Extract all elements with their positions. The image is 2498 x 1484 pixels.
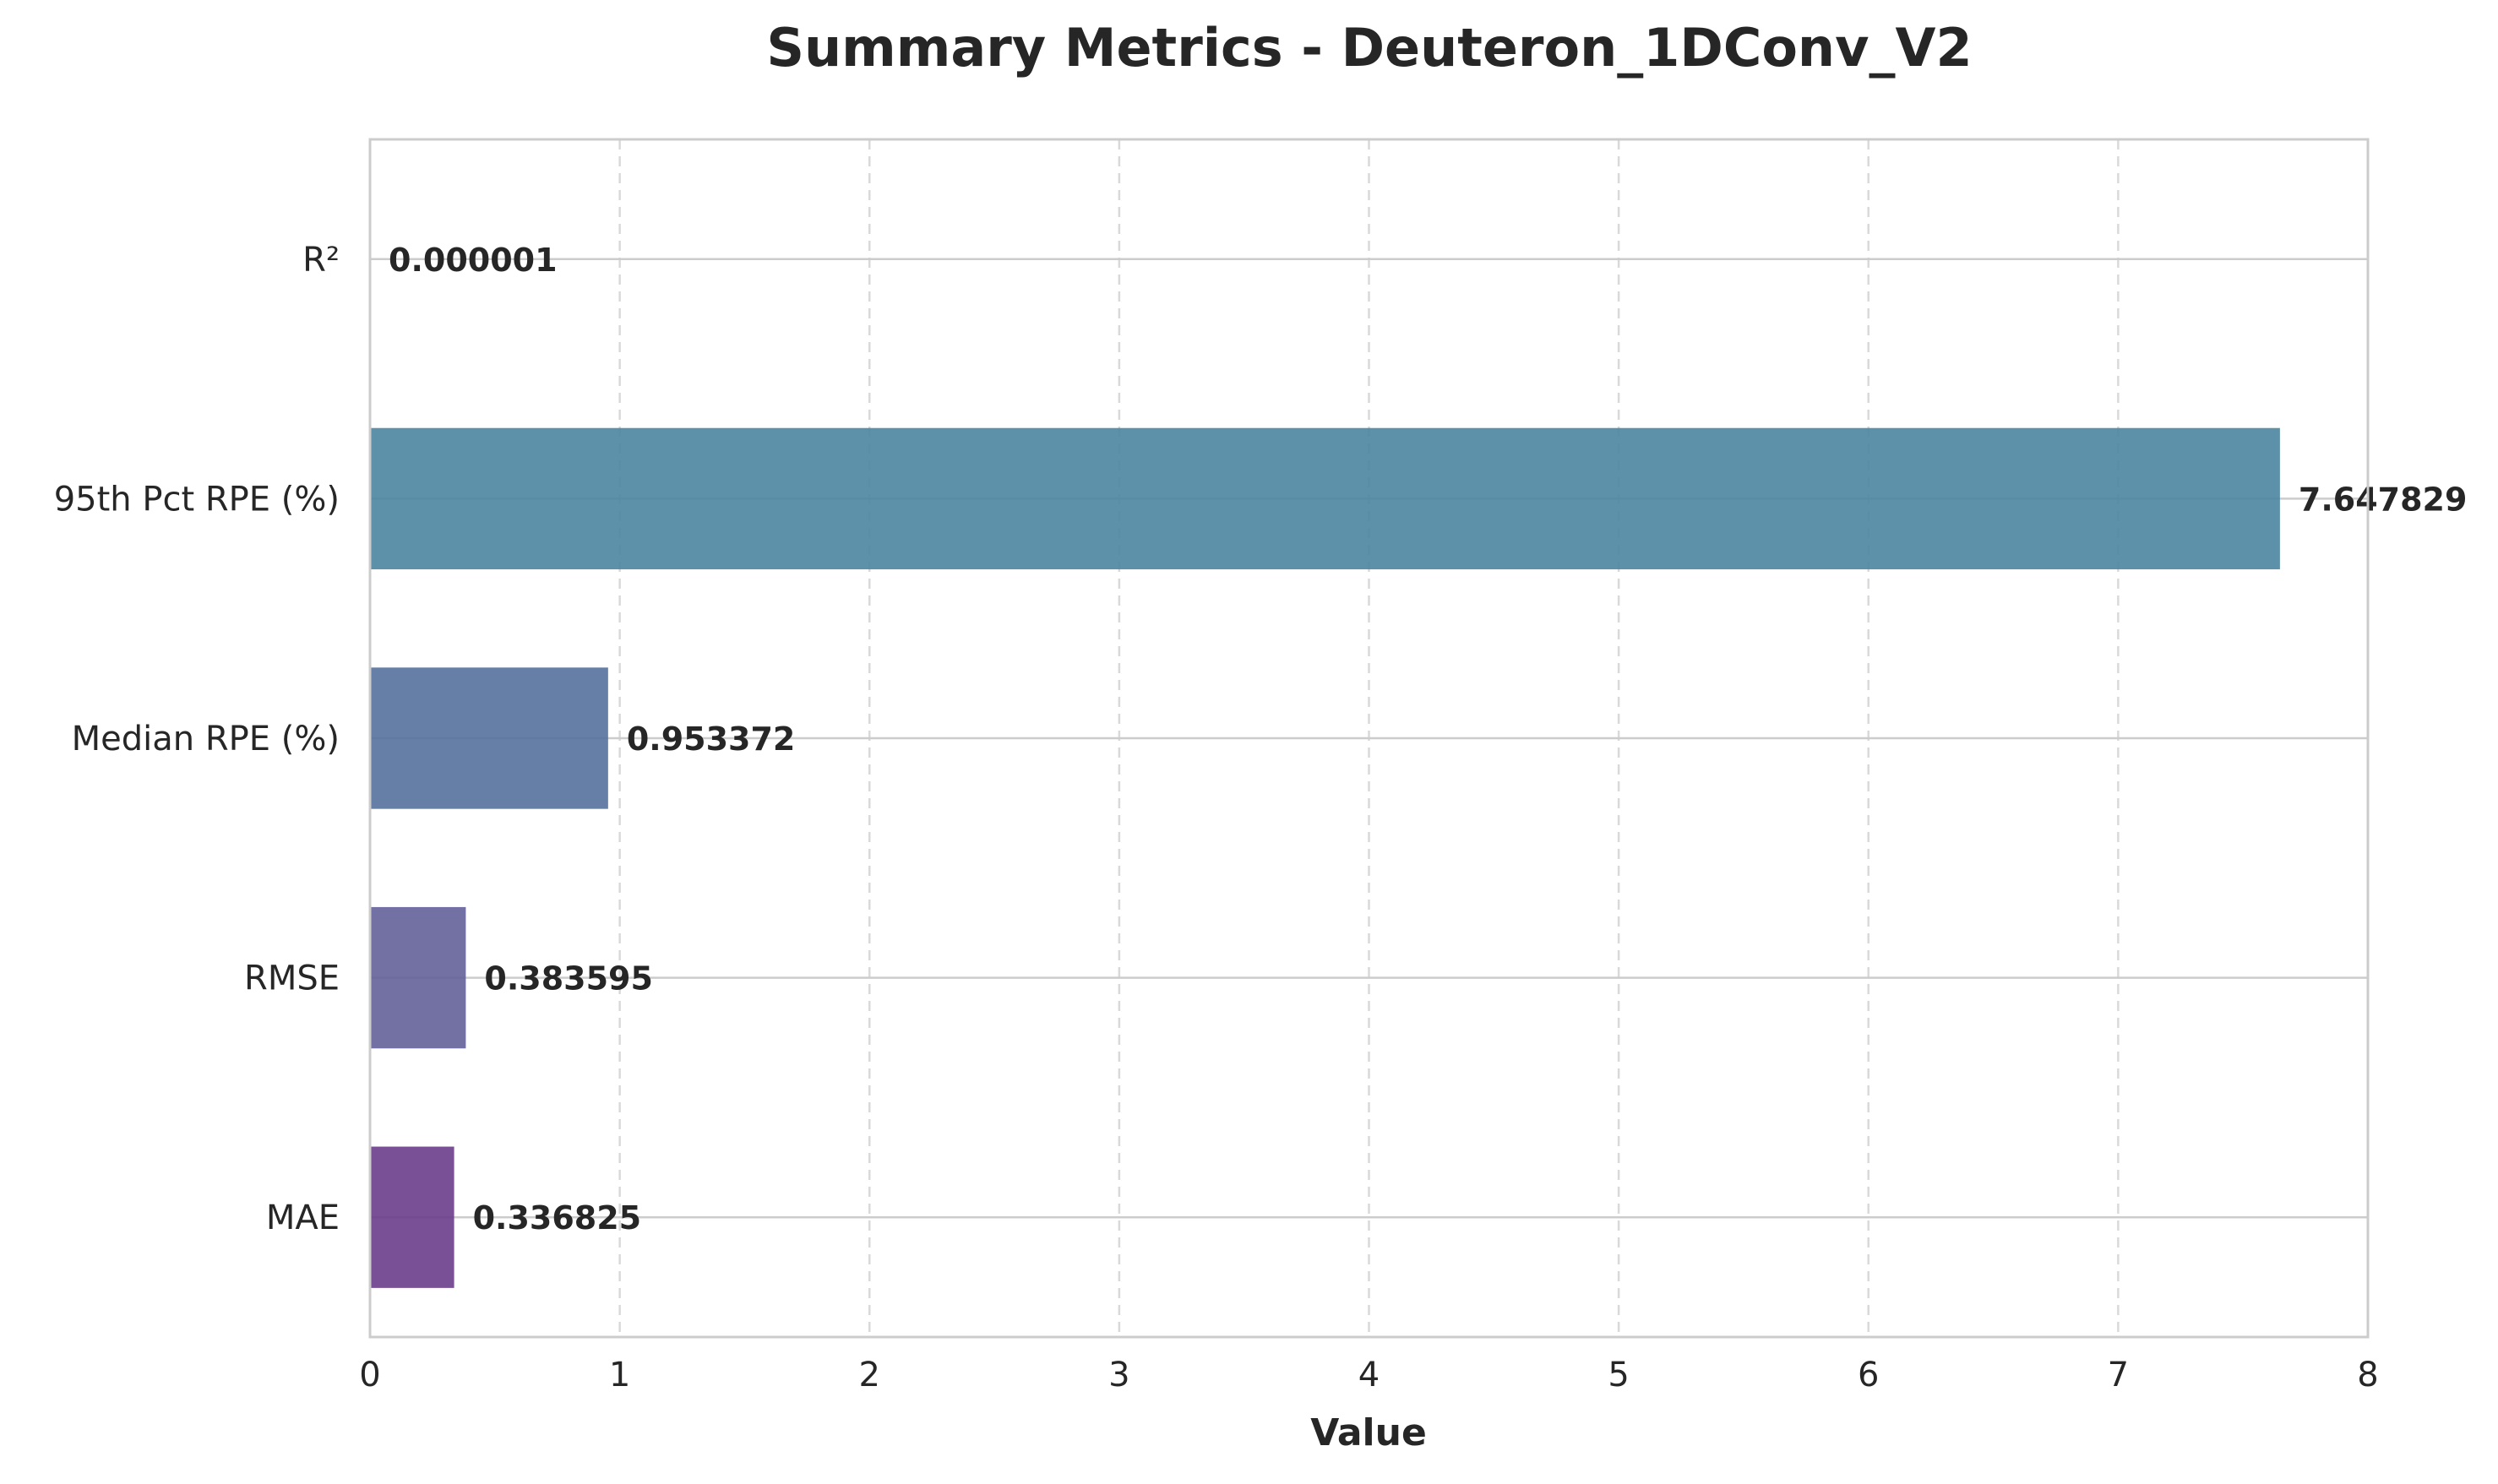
value-label: 0.000001 [389,242,558,279]
x-tick-label: 5 [1608,1356,1629,1394]
y-tick-label: 95th Pct RPE (%) [54,480,340,519]
x-tick-label: 4 [1358,1356,1380,1394]
value-label: 0.336825 [473,1199,642,1237]
bar-mae [370,1147,454,1288]
bar-median-rpe [370,667,608,808]
x-tick-label: 2 [859,1356,880,1394]
x-tick-label: 1 [609,1356,630,1394]
value-label: 7.647829 [2299,481,2468,518]
x-tick-label: 7 [2108,1356,2129,1394]
y-tick-label: Median RPE (%) [72,720,340,758]
y-tick-label: MAE [266,1199,340,1237]
x-tick-label: 8 [2357,1356,2378,1394]
y-tick-label: R² [302,241,340,280]
x-axis-label: Value [1310,1411,1427,1454]
value-label: 0.953372 [627,720,796,758]
y-tick-label: RMSE [244,959,340,998]
value-label: 0.383595 [484,960,653,997]
x-tick-label: 0 [359,1356,380,1394]
x-tick-label: 3 [1108,1356,1129,1394]
x-tick-label: 6 [1858,1356,1879,1394]
chart-title: Summary Metrics - Deuteron_1DConv_V2 [766,17,1972,79]
bar-rmse [370,907,465,1048]
bar-95th-pct-rpe [370,428,2280,569]
